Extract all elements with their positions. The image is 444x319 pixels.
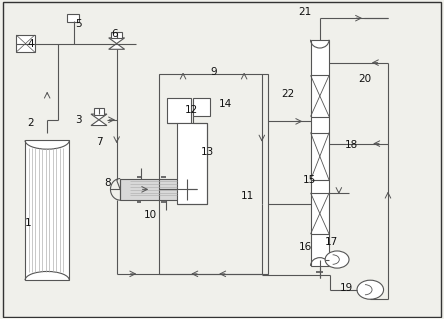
Bar (177, 123, 207, 204)
Bar (25, 140, 69, 280)
Bar (16, 35, 35, 52)
Text: 14: 14 (219, 99, 232, 109)
Bar (166, 98, 191, 123)
Bar (159, 74, 269, 274)
Text: 5: 5 (75, 19, 81, 29)
Text: 19: 19 (340, 283, 353, 293)
Polygon shape (91, 120, 107, 125)
Text: 13: 13 (201, 146, 214, 157)
Bar (310, 40, 329, 266)
Bar (67, 14, 79, 22)
Polygon shape (109, 38, 125, 44)
Text: 7: 7 (95, 137, 102, 147)
Text: 4: 4 (28, 39, 34, 48)
Bar (94, 108, 104, 115)
Text: 6: 6 (111, 29, 118, 39)
Polygon shape (109, 44, 125, 49)
Text: 2: 2 (28, 118, 34, 128)
Circle shape (357, 280, 384, 299)
Text: 12: 12 (185, 105, 198, 115)
Bar (111, 32, 122, 38)
Text: 22: 22 (281, 89, 294, 100)
Text: 11: 11 (241, 191, 254, 201)
Bar (193, 98, 210, 116)
Text: 15: 15 (303, 175, 316, 185)
Text: 21: 21 (298, 7, 312, 17)
Text: 20: 20 (358, 73, 371, 84)
Text: 3: 3 (75, 115, 81, 125)
Text: 17: 17 (325, 237, 338, 247)
Text: 10: 10 (144, 210, 157, 220)
Text: 18: 18 (345, 140, 358, 150)
Polygon shape (91, 114, 107, 120)
Text: 8: 8 (104, 178, 111, 188)
Text: 16: 16 (298, 242, 312, 252)
Text: 1: 1 (25, 218, 32, 228)
Circle shape (325, 251, 349, 268)
Text: 9: 9 (211, 67, 218, 77)
Bar (120, 179, 187, 200)
